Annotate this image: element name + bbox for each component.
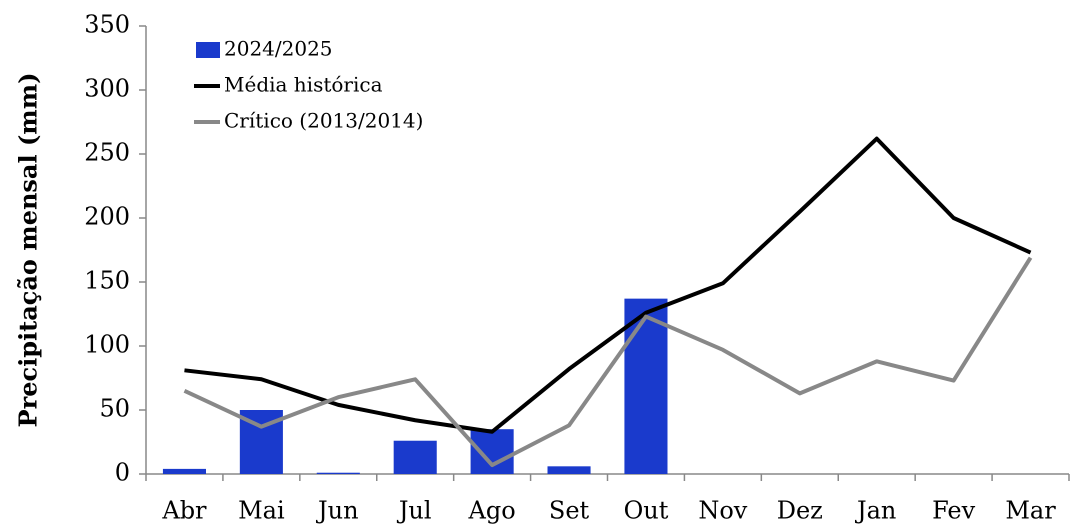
- x-tick-label: Fev: [932, 497, 976, 525]
- x-tick-label: Abr: [161, 497, 207, 525]
- x-tick-label: Mai: [238, 497, 285, 525]
- x-tick-label: Mar: [1005, 497, 1056, 525]
- y-tick-label: 350: [84, 11, 130, 39]
- y-tick-label: 100: [84, 331, 130, 359]
- bar: [624, 298, 668, 474]
- x-tick-label: Dez: [777, 497, 823, 525]
- bar: [393, 440, 437, 474]
- x-tick-label: Jan: [854, 497, 896, 525]
- y-tick-label: 300: [84, 75, 130, 103]
- x-tick-label: Jul: [396, 497, 432, 525]
- line: [184, 136, 1032, 434]
- legend-swatch: [196, 42, 220, 58]
- x-tick-label: Set: [549, 497, 590, 525]
- bar: [316, 472, 360, 474]
- legend-label: Média histórica: [224, 73, 383, 97]
- y-axis-label: Precipitação mensal (mm): [14, 73, 43, 428]
- y-tick-label: 150: [84, 267, 130, 295]
- x-tick-label: Nov: [698, 497, 747, 525]
- y-tick-label: 250: [84, 139, 130, 167]
- x-tick-label: Out: [624, 497, 669, 525]
- bar: [162, 468, 206, 474]
- x-tick-label: Jun: [315, 497, 359, 525]
- y-tick-label: 50: [99, 395, 130, 423]
- legend-label: 2024/2025: [224, 37, 333, 61]
- bar: [470, 429, 514, 474]
- line: [183, 256, 1033, 468]
- legend-label: Crítico (2013/2014): [224, 109, 423, 133]
- y-tick-label: 0: [115, 459, 130, 487]
- y-tick-label: 200: [84, 203, 130, 231]
- bar: [547, 466, 591, 474]
- x-tick-label: Ago: [468, 497, 516, 525]
